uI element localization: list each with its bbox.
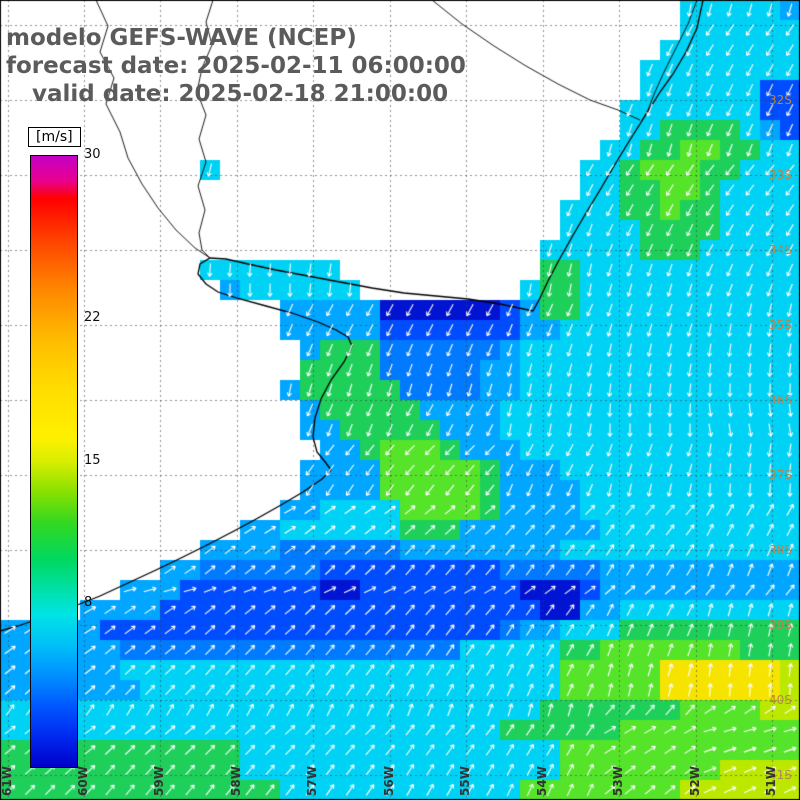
latitude-label: 39S [769,618,792,632]
model-title: modelo GEFS-WAVE (NCEP) [6,25,357,51]
colorbar-unit-label: [m/s] [28,127,81,147]
latitude-label: 33S [769,168,792,182]
longitude-label: 59W [152,766,166,796]
longitude-label: 55W [458,766,472,796]
latitude-label: 41S [769,768,792,782]
latitude-label: 38S [769,543,792,557]
colorbar-tick-label: 8 [84,594,93,610]
latitude-label: 40S [769,693,792,707]
latitude-label: 34S [769,243,792,257]
longitude-label: 54W [535,766,549,796]
colorbar-tick-label: 15 [84,452,101,468]
longitude-label: 51W [764,766,778,796]
longitude-label: 56W [382,766,396,796]
forecast-header: modelo GEFS-WAVE (NCEP) forecast date: 2… [6,24,466,108]
colorbar-tick-label: 22 [84,309,101,325]
latitude-label: 35S [769,318,792,332]
longitude-label: 57W [305,766,319,796]
longitude-label: 58W [229,766,243,796]
longitude-label: 52W [688,766,702,796]
valid-date: valid date: 2025-02-18 21:00:00 [32,81,449,107]
latitude-label: 32S [769,93,792,107]
latitude-label: 36S [769,393,792,407]
longitude-label: 60W [76,766,90,796]
colorbar-gradient [30,155,78,768]
forecast-date: forecast date: 2025-02-11 06:00:00 [6,53,466,79]
colorbar-tick-label: 30 [84,146,101,162]
latitude-label: 37S [769,468,792,482]
longitude-label: 61W [0,766,14,796]
longitude-label: 53W [611,766,625,796]
